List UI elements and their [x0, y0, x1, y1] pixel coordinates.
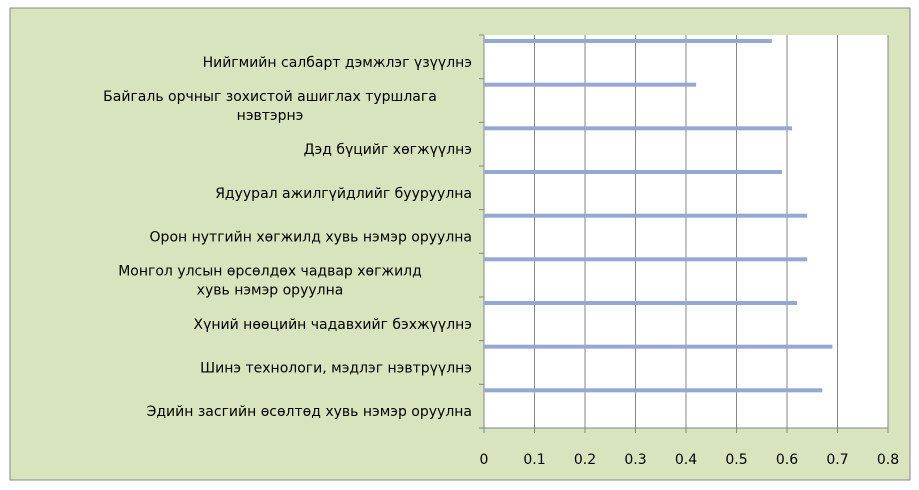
y-tick-label: Орон нутгийн хөгжилд хувь нэмэр оруулна	[150, 230, 472, 246]
y-tick-label: Нийгмийн салбарт дэмжлэг үзүүлнэ	[203, 55, 472, 71]
bar	[484, 388, 823, 393]
x-tick-label: 0.3	[624, 452, 646, 468]
y-tick-label: Байгаль орчныг зохистой ашиглах туршлага…	[103, 89, 437, 124]
y-tick-label: Дэд бүцийг хөгжүүлнэ	[304, 142, 472, 158]
bar	[484, 126, 793, 131]
x-tick-label: 0	[480, 452, 489, 468]
bar	[484, 257, 808, 262]
x-tick-label: 0.7	[826, 452, 848, 468]
x-tick-label: 0.5	[725, 452, 747, 468]
bar	[484, 301, 798, 305]
y-tick-label: Эдийн засгийн өсөлтөд хувь нэмэр оруулна	[147, 404, 472, 420]
bar	[484, 344, 833, 349]
x-tick-label: 0.8	[877, 452, 899, 468]
y-tick-label: Монгол улсын өрсөлдөх чадвар хөгжилд хувь…	[118, 264, 422, 299]
x-tick-label: 0.2	[574, 452, 596, 468]
bar	[484, 39, 772, 43]
x-tick-label: 0.4	[675, 452, 697, 468]
y-tick-label: Ядуурал ажилгүйдлийг бууруулна	[215, 186, 472, 202]
y-tick-label: Шинэ технологи, мэдлэг нэвтрүүлнэ	[200, 361, 472, 377]
bar	[484, 170, 782, 174]
bar	[484, 213, 808, 218]
bar	[484, 82, 697, 87]
y-tick-label: Хүний нөөцийн чадавхийг бэхжүүлнэ	[193, 317, 472, 333]
x-tick-label: 0.6	[776, 452, 798, 468]
x-tick-label: 0.1	[523, 452, 545, 468]
